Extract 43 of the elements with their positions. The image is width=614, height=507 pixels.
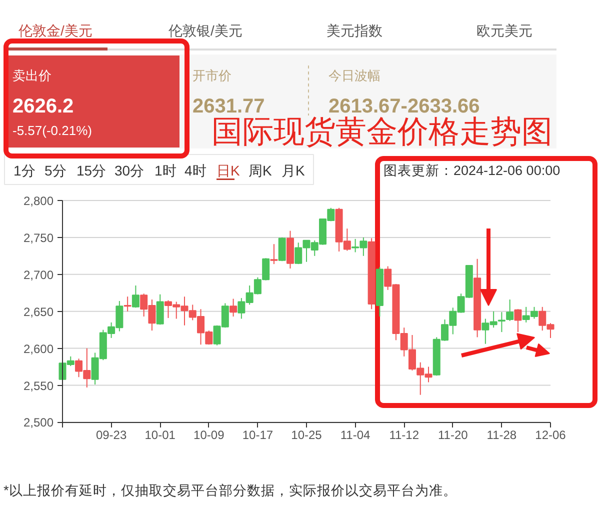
x-tick-label: 11-28 <box>486 428 517 442</box>
text: 15分 <box>76 162 106 178</box>
x-tick-label: 09-23 <box>96 428 127 442</box>
x-tick-label: 10-01 <box>144 428 176 442</box>
text: 日K <box>216 162 240 178</box>
text: 图表更新：2024-12-06 00:00 <box>384 163 560 178</box>
x-tick-label: 11-04 <box>340 428 371 442</box>
candlestick <box>514 308 522 333</box>
text: *以上报价有延时，仅抽取交易平台部分数据，实际报价以交易平台为准。 <box>4 483 457 498</box>
text: -5.57(-0.21%) <box>12 123 92 138</box>
text: 月K <box>282 162 306 178</box>
y-tick-label: 2,600 <box>23 342 54 356</box>
candlestick <box>156 294 164 326</box>
text: 4时 <box>184 162 206 178</box>
x-tick-label: 11-20 <box>438 428 468 442</box>
text: 30分 <box>114 162 144 178</box>
text: 周K <box>248 162 272 178</box>
text: 1分 <box>14 162 36 178</box>
candlestick <box>124 296 132 312</box>
text: 伦敦银/美元 <box>168 22 242 38</box>
candlestick <box>270 244 278 265</box>
y-tick-label: 2,550 <box>23 378 54 393</box>
text: 开市价 <box>192 68 232 83</box>
text: 今日波幅 <box>328 68 380 83</box>
candlestick <box>230 298 238 318</box>
text: 伦敦金/美元 <box>18 22 92 38</box>
text: 2626.2 <box>12 96 74 118</box>
x-tick-label: 10-17 <box>242 428 274 442</box>
text: 卖出价 <box>12 68 52 83</box>
y-tick-label: 2,700 <box>23 268 54 282</box>
y-tick-label: 2,650 <box>23 304 54 319</box>
text: 5分 <box>44 162 66 178</box>
text: 美元指数 <box>326 22 382 38</box>
x-tick-label: 10-09 <box>194 428 225 442</box>
x-tick-label: 11-12 <box>389 428 420 442</box>
candlestick <box>132 284 140 308</box>
x-tick-label: 12-06 <box>535 428 566 442</box>
text: 1时 <box>154 162 176 178</box>
y-tick-label: 2,800 <box>23 194 54 208</box>
text: 欧元美元 <box>476 22 532 38</box>
y-tick-label: 2,500 <box>23 416 54 430</box>
y-tick-label: 2,750 <box>23 230 54 245</box>
x-tick-label: 10-25 <box>291 428 322 442</box>
